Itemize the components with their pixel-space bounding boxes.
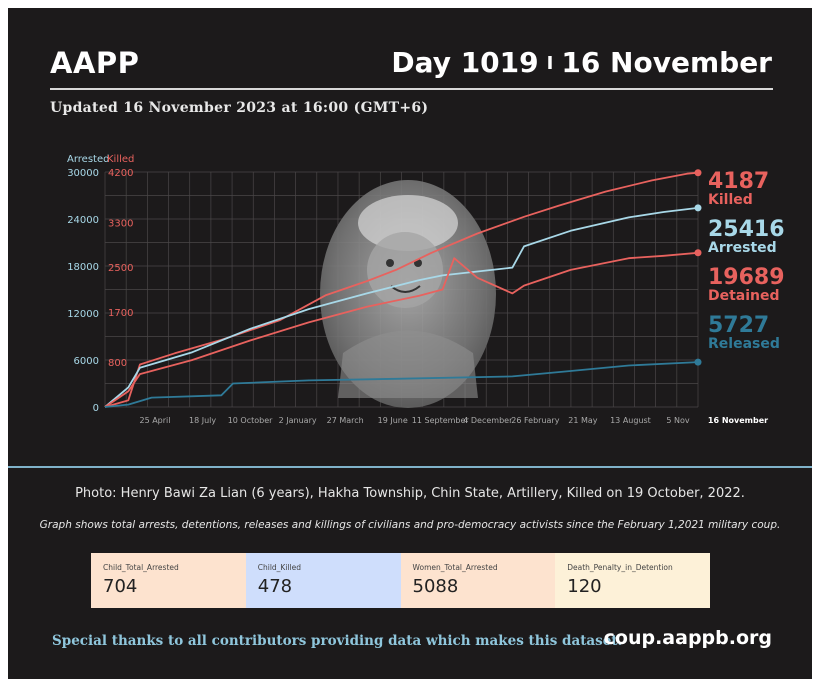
series-line-released	[104, 361, 699, 408]
photo-body	[338, 330, 478, 398]
day-heading: Day 1019 I 16 November	[391, 46, 772, 79]
infographic-panel: AAPP Day 1019 I 16 November Updated 16 Nov…	[8, 8, 812, 679]
stat-label: Child_Killed	[257, 563, 301, 572]
stat-label: Women_Total_Arrested	[412, 563, 498, 572]
y-tick-label-killed: 3300	[108, 218, 133, 229]
x-tick-label: 11 September	[412, 416, 470, 425]
series-end-value: 4187	[708, 169, 769, 194]
series-endpoint-killed	[694, 169, 702, 177]
photo-cap	[358, 195, 458, 251]
stat-card-women-arrested: Women_Total_Arrested 5088	[400, 553, 556, 608]
y-tick-label-left: 12000	[67, 309, 99, 320]
y-tick-label-killed: 800	[108, 358, 127, 369]
right-axis-title: Killed	[107, 154, 134, 165]
thanks-note: Special thanks to all contributors provi…	[52, 633, 623, 649]
org-title: AAPP	[50, 46, 140, 80]
photo-smile	[390, 285, 421, 293]
y-tick-label-killed: 4200	[108, 168, 133, 179]
x-tick-label: 5 Nov	[666, 416, 690, 425]
stat-card-child-killed: Child_Killed 478	[245, 553, 401, 608]
x-tick-label: 25 April	[139, 416, 170, 425]
y-tick-label-killed: 2500	[108, 263, 133, 274]
x-tick-label: 10 October	[228, 416, 273, 425]
stat-value: 5088	[412, 576, 459, 597]
photo-face	[367, 232, 443, 308]
x-end-label: 16 November	[708, 416, 768, 425]
series-end-name: Killed	[708, 192, 753, 208]
series-end-name: Released	[708, 336, 780, 352]
updated-timestamp: Updated 16 November 2023 at 16:00 (GMT+6…	[50, 100, 429, 116]
stats-strip: Child_Total_Arrested 704 Child_Killed 47…	[91, 553, 710, 608]
graph-note: Graph shows total arrests, detentions, r…	[39, 519, 781, 531]
x-tick-label: 21 May	[568, 416, 598, 425]
y-tick-label-killed: 1700	[108, 308, 133, 319]
series-endpoint-arrested	[694, 204, 702, 212]
photo-eye	[386, 259, 394, 267]
series-end-value: 19689	[708, 265, 785, 290]
header-rule	[50, 88, 773, 90]
cumulative-chart: ArrestedKilled30000240001800012000600004…	[67, 154, 785, 425]
series-end-value: 5727	[708, 313, 769, 338]
child-photo	[320, 180, 496, 408]
series-end-value: 25416	[708, 217, 785, 242]
y-tick-label-left: 0	[93, 403, 99, 414]
day-date: 16 November	[561, 46, 772, 79]
series-end-name: Arrested	[708, 240, 777, 256]
x-tick-label: 27 March	[327, 416, 364, 425]
photo-credit: Photo: Henry Bawi Za Lian (6 years), Hak…	[75, 486, 745, 501]
stat-value: 478	[257, 576, 293, 597]
stat-value: 704	[103, 576, 138, 597]
series-end-name: Detained	[708, 288, 780, 304]
stat-label: Child_Total_Arrested	[103, 563, 179, 572]
series-endpoint-released	[694, 358, 702, 366]
series-line-detained	[104, 251, 699, 408]
y-tick-label-left: 24000	[67, 215, 99, 226]
stat-card-child-arrested: Child_Total_Arrested 704	[91, 553, 246, 608]
day-count: Day 1019	[391, 46, 539, 79]
series-line-killed	[104, 171, 699, 408]
section-rule	[8, 466, 812, 468]
x-tick-label: 26 February	[511, 416, 559, 425]
x-tick-label: 18 July	[189, 416, 216, 425]
left-axis-title: Arrested	[67, 154, 109, 165]
day-separator: I	[546, 53, 554, 74]
y-tick-label-left: 18000	[67, 262, 99, 273]
stat-label: Death_Penalty_in_Detention	[567, 563, 673, 572]
x-tick-label: 13 August	[610, 416, 651, 425]
x-tick-label: 2 January	[279, 416, 317, 425]
site-link[interactable]: coup.aappb.org	[603, 627, 772, 649]
series-endpoint-detained	[694, 249, 702, 257]
series-line-arrested	[104, 207, 699, 408]
x-tick-label: 4 December	[463, 416, 513, 425]
x-tick-label: 19 June	[378, 416, 408, 425]
y-tick-label-left: 30000	[67, 168, 99, 179]
stat-value: 120	[567, 576, 602, 597]
y-tick-label-left: 6000	[74, 356, 99, 367]
stat-card-death-penalty: Death_Penalty_in_Detention 120	[555, 553, 710, 608]
